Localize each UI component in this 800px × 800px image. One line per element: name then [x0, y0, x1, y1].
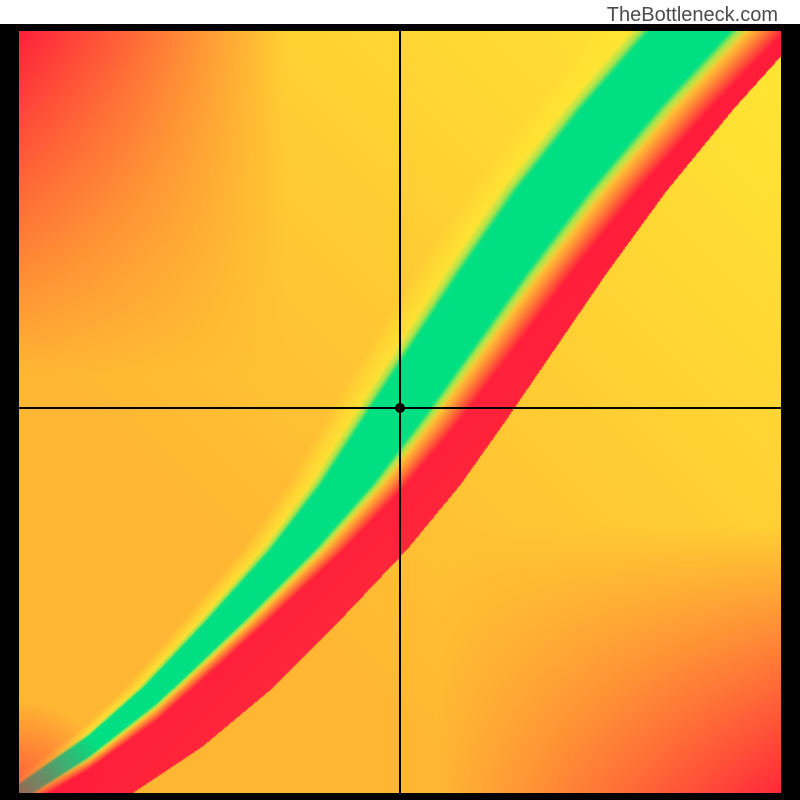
chart-frame: TheBottleneck.com [0, 0, 800, 800]
watermark-text: TheBottleneck.com [607, 4, 778, 27]
plot-outer-border [0, 24, 800, 800]
crosshair-dot [395, 403, 405, 413]
